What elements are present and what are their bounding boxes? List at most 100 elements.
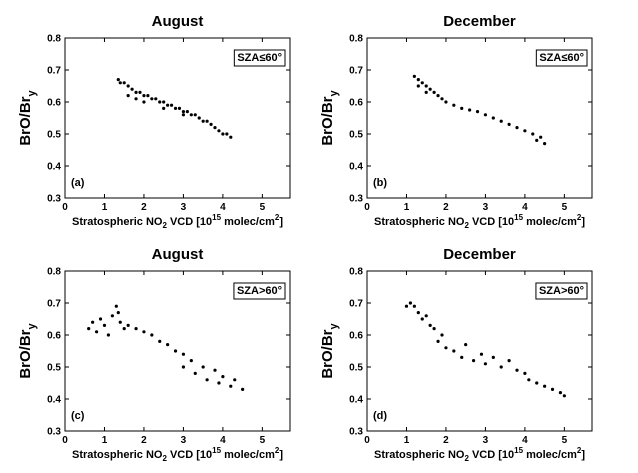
point — [475, 110, 480, 114]
point — [424, 84, 428, 88]
point — [416, 78, 420, 82]
point — [181, 352, 186, 356]
point — [440, 97, 444, 101]
point — [452, 349, 456, 353]
point — [193, 113, 197, 117]
y-tick-label: 0.7 — [349, 66, 363, 77]
point — [468, 108, 472, 112]
point — [110, 314, 114, 318]
point — [436, 339, 440, 343]
panel-title: December — [443, 13, 516, 30]
x-axis-label: Stratospheric NO2 VCD [1015 molec/cm2] — [374, 446, 585, 463]
point — [213, 368, 217, 372]
point — [118, 81, 122, 85]
point — [543, 384, 547, 388]
point — [166, 343, 170, 347]
point — [527, 378, 531, 382]
point — [162, 100, 166, 104]
y-axis-label-part: BrO/Br — [17, 96, 34, 145]
point — [523, 371, 527, 375]
x-axis-label-part: Stratospheric NO — [72, 449, 163, 461]
y-tick-label: 0.5 — [47, 130, 61, 141]
point — [507, 122, 511, 126]
point — [177, 106, 182, 110]
x-axis-label-part: 2 — [162, 454, 167, 463]
y-tick-label: 0.4 — [47, 395, 61, 406]
y-axis-label-part: y — [26, 89, 38, 96]
point — [452, 103, 456, 107]
y-axis-label-part: y — [328, 322, 340, 329]
point — [221, 375, 225, 379]
point — [460, 106, 464, 110]
x-axis-label-part: Stratospheric NO — [72, 216, 163, 228]
point — [166, 103, 170, 107]
y-tick-label: 0.3 — [349, 194, 363, 205]
x-axis-label-part: 2 — [577, 446, 582, 455]
point — [134, 90, 138, 94]
point — [491, 355, 495, 359]
point — [550, 387, 555, 391]
x-tick-label: 2 — [141, 202, 147, 213]
x-tick-label: 2 — [443, 435, 449, 446]
x-tick-label: 5 — [260, 435, 266, 446]
point — [436, 94, 440, 98]
x-axis-label-part: ] — [581, 449, 585, 461]
point — [440, 333, 444, 337]
point — [221, 132, 225, 136]
x-tick-label: 4 — [220, 435, 226, 446]
axes-frame — [366, 270, 593, 432]
point — [424, 314, 428, 318]
point — [539, 135, 543, 139]
panel-title: August — [152, 246, 204, 263]
x-tick-label: 5 — [260, 202, 266, 213]
panel-label: (c) — [71, 410, 85, 422]
x-axis-label-part: molec/cm — [221, 216, 275, 228]
y-tick-label: 0.4 — [349, 395, 363, 406]
x-axis-label-part: 15 — [514, 213, 523, 222]
axes-frame — [64, 37, 291, 199]
point — [122, 81, 126, 85]
x-axis-label-part: VCD [10 — [469, 449, 514, 461]
point — [412, 74, 416, 78]
x-axis-label-part: molec/cm — [523, 449, 577, 461]
point — [185, 110, 189, 114]
y-axis-label: BrO/Bry — [17, 89, 38, 145]
point — [535, 381, 539, 385]
panel-title: December — [443, 246, 516, 263]
point — [162, 106, 166, 110]
y-tick-label: 0.6 — [47, 98, 61, 109]
y-axis-label-part: BrO/Br — [17, 329, 34, 378]
point — [416, 84, 420, 88]
panel-label: (a) — [71, 177, 85, 189]
point — [94, 330, 99, 334]
point — [412, 304, 416, 308]
y-tick-label: 0.7 — [47, 299, 61, 310]
point — [134, 327, 138, 331]
y-axis-label: BrO/Bry — [17, 322, 38, 378]
x-tick-label: 0 — [62, 202, 68, 213]
point — [241, 387, 245, 391]
y-axis-label-part: y — [26, 322, 38, 329]
annotation: SZA>60° — [237, 285, 282, 297]
y-tick-label: 0.6 — [47, 331, 61, 342]
point — [491, 116, 495, 120]
point — [404, 304, 409, 308]
point — [217, 381, 221, 385]
point — [201, 365, 205, 369]
annotation-box — [233, 282, 286, 300]
point — [428, 323, 432, 327]
y-tick-label: 0.7 — [47, 66, 61, 77]
annotation: SZA≤60° — [237, 52, 282, 64]
point — [217, 129, 221, 133]
x-axis-label-part: 2 — [275, 213, 280, 222]
annotation-box — [535, 282, 588, 300]
point — [158, 339, 162, 343]
point — [114, 304, 118, 308]
x-axis-label-part: ] — [279, 449, 283, 461]
point — [531, 132, 535, 136]
point — [523, 129, 527, 133]
y-tick-label: 0.8 — [47, 34, 61, 45]
x-tick-label: 4 — [522, 202, 528, 213]
point — [444, 100, 448, 104]
